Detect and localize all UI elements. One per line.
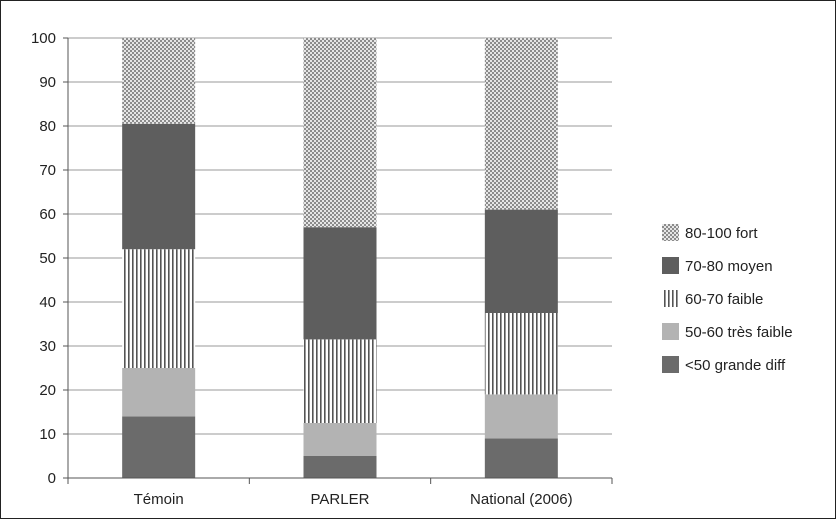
- legend-swatch-1: [662, 257, 679, 274]
- legend-swatch-2: [662, 290, 679, 307]
- bar-0-series-0: [122, 416, 196, 478]
- bar-1-series-1: [303, 423, 377, 456]
- x-tick-label-0: Témoin: [134, 491, 184, 508]
- legend-swatch-3: [662, 323, 679, 340]
- y-tick-label-90: 90: [39, 74, 56, 91]
- bar-2-series-3: [484, 209, 558, 313]
- y-tick-label-0: 0: [48, 470, 56, 487]
- legend-swatch-0: [662, 224, 679, 241]
- bar-0-series-1: [122, 368, 196, 417]
- bar-2-series-2: [484, 313, 558, 395]
- bar-1-series-0: [303, 456, 377, 478]
- bar-2-series-1: [484, 394, 558, 439]
- y-tick-label-100: 100: [31, 30, 56, 47]
- bar-2-series-0: [484, 438, 558, 478]
- legend-label-2: 60-70 faible: [685, 291, 763, 308]
- bar-1-series-3: [303, 227, 377, 340]
- y-tick-label-80: 80: [39, 118, 56, 135]
- legend-label-1: 70-80 moyen: [685, 258, 773, 275]
- y-tick-label-20: 20: [39, 382, 56, 399]
- y-tick-label-40: 40: [39, 294, 56, 311]
- x-tick-label-2: National (2006): [470, 491, 573, 508]
- y-tick-label-60: 60: [39, 206, 56, 223]
- bars: [122, 38, 558, 478]
- y-tick-label-10: 10: [39, 426, 56, 443]
- axes: 0 10 20 30 40 50 60 70 80 90 100 Témoin PARLER Nation…: [31, 30, 613, 508]
- y-tick-label-50: 50: [39, 250, 56, 267]
- legend-label-0: 80-100 fort: [685, 225, 758, 242]
- x-tick-label-1: PARLER: [311, 491, 370, 508]
- legend-label-3: 50-60 très faible: [685, 324, 793, 341]
- bar-1-series-4: [303, 38, 377, 228]
- bar-0-series-4: [122, 38, 196, 124]
- y-tick-label-30: 30: [39, 338, 56, 355]
- legend: 80-100 fort 70-80 moyen 60-70 faible 50-60 …: [662, 224, 793, 374]
- y-tick-label-70: 70: [39, 162, 56, 179]
- bar-1-series-2: [303, 339, 377, 423]
- legend-label-4: <50 grande diff: [685, 357, 786, 374]
- bar-0-series-3: [122, 123, 196, 250]
- bar-0-series-2: [122, 249, 196, 368]
- bar-2-series-4: [484, 38, 558, 210]
- legend-swatch-4: [662, 356, 679, 373]
